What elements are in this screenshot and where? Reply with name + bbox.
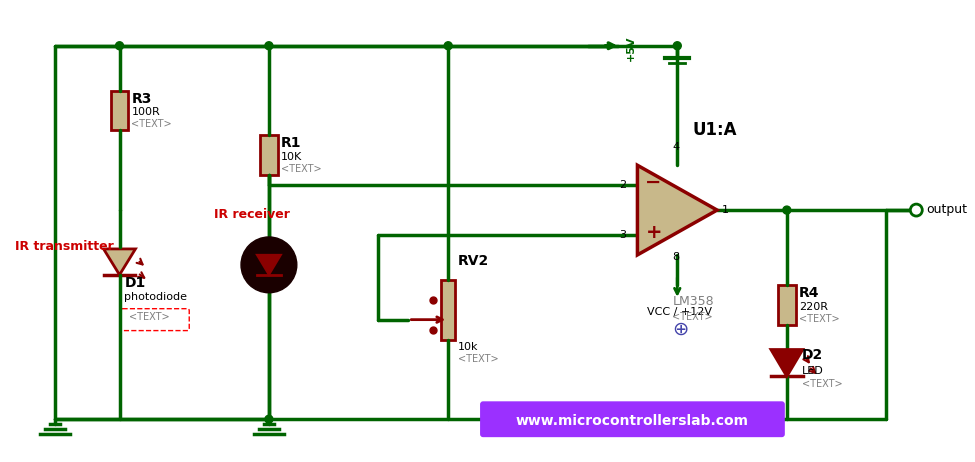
Text: <TEXT>: <TEXT>: [458, 354, 499, 365]
Bar: [442, 280, 455, 340]
Text: 10k: 10k: [458, 341, 479, 352]
Text: <TEXT>: <TEXT>: [130, 312, 170, 322]
Text: +5V: +5V: [626, 36, 636, 61]
Text: R3: R3: [132, 91, 152, 105]
Text: ⊕: ⊕: [673, 320, 688, 339]
Text: LED: LED: [801, 366, 824, 377]
Text: 3: 3: [619, 230, 627, 240]
Text: www.microcontrollerslab.com: www.microcontrollerslab.com: [516, 414, 749, 428]
Circle shape: [783, 206, 791, 214]
Text: D1: D1: [125, 276, 145, 290]
Text: +: +: [645, 223, 662, 242]
Polygon shape: [771, 350, 802, 377]
FancyBboxPatch shape: [480, 401, 785, 437]
Circle shape: [265, 42, 273, 50]
Bar: [778, 285, 796, 325]
Text: D2: D2: [801, 348, 823, 363]
Text: <TEXT>: <TEXT>: [799, 314, 839, 324]
Circle shape: [115, 42, 124, 50]
Text: <TEXT>: <TEXT>: [132, 119, 173, 129]
Bar: [110, 91, 129, 130]
Text: −: −: [645, 173, 662, 192]
Text: IR transmitter: IR transmitter: [15, 240, 114, 253]
Text: IR receiver: IR receiver: [214, 208, 290, 221]
Text: 4: 4: [673, 142, 680, 152]
Text: VCC / +12V: VCC / +12V: [647, 307, 713, 316]
Circle shape: [265, 415, 273, 423]
Text: <TEXT>: <TEXT>: [673, 312, 713, 322]
Text: 10K: 10K: [281, 152, 302, 162]
Circle shape: [911, 204, 922, 216]
Text: 8: 8: [673, 252, 680, 262]
Circle shape: [241, 237, 296, 293]
Text: <TEXT>: <TEXT>: [281, 164, 322, 174]
Text: LM358: LM358: [673, 295, 714, 308]
Text: output: output: [926, 203, 967, 216]
Text: U1:A: U1:A: [692, 122, 737, 140]
Text: R1: R1: [281, 136, 301, 150]
Polygon shape: [103, 249, 136, 275]
Polygon shape: [257, 255, 281, 275]
Text: 100R: 100R: [132, 108, 160, 117]
Polygon shape: [638, 165, 717, 255]
Circle shape: [674, 42, 682, 50]
Bar: [260, 135, 278, 175]
Text: R4: R4: [799, 286, 819, 300]
Circle shape: [445, 42, 452, 50]
Text: RV2: RV2: [458, 254, 489, 268]
Text: photodiode: photodiode: [125, 292, 187, 302]
Text: 2: 2: [619, 180, 627, 190]
Text: <TEXT>: <TEXT>: [801, 379, 842, 389]
Text: 1: 1: [722, 205, 729, 215]
Text: 220R: 220R: [799, 302, 828, 312]
